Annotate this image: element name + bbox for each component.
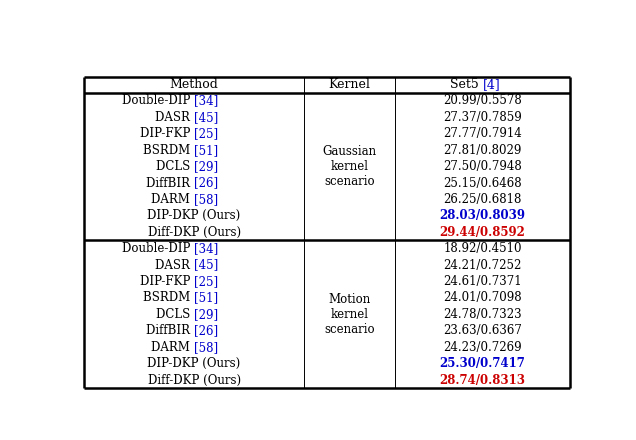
Text: [58]: [58] bbox=[194, 341, 218, 354]
Text: 28.74/0.8313: 28.74/0.8313 bbox=[439, 374, 525, 386]
Text: Diff-DKP (Ours): Diff-DKP (Ours) bbox=[148, 226, 240, 239]
Text: BSRDM: BSRDM bbox=[143, 291, 194, 304]
Text: [34]: [34] bbox=[194, 242, 218, 255]
Text: 25.15/0.6468: 25.15/0.6468 bbox=[443, 176, 522, 190]
Text: 27.77/0.7914: 27.77/0.7914 bbox=[443, 127, 522, 140]
Text: [29]: [29] bbox=[194, 308, 218, 321]
Text: [4]: [4] bbox=[483, 78, 500, 91]
Text: 28.03/0.8039: 28.03/0.8039 bbox=[439, 209, 525, 222]
Text: 27.81/0.8029: 27.81/0.8029 bbox=[443, 144, 522, 157]
Text: Set5: Set5 bbox=[450, 78, 483, 91]
Text: [25]: [25] bbox=[194, 127, 218, 140]
Text: 24.61/0.7371: 24.61/0.7371 bbox=[443, 275, 522, 288]
Text: BSRDM: BSRDM bbox=[143, 144, 194, 157]
Text: 26.25/0.6818: 26.25/0.6818 bbox=[443, 193, 522, 206]
Text: Gaussian
kernel
scenario: Gaussian kernel scenario bbox=[322, 145, 377, 188]
Text: [45]: [45] bbox=[194, 111, 218, 124]
Text: DiffBIR: DiffBIR bbox=[146, 324, 194, 337]
Text: 25.30/0.7417: 25.30/0.7417 bbox=[439, 357, 525, 370]
Text: Kernel: Kernel bbox=[328, 78, 370, 91]
Text: Double-DIP: Double-DIP bbox=[122, 242, 194, 255]
Text: [58]: [58] bbox=[194, 193, 218, 206]
Text: DCLS: DCLS bbox=[156, 308, 194, 321]
Text: [45]: [45] bbox=[194, 259, 218, 271]
Text: DIP-FKP: DIP-FKP bbox=[140, 127, 194, 140]
Text: 18.92/0.4510: 18.92/0.4510 bbox=[443, 242, 522, 255]
Text: 24.01/0.7098: 24.01/0.7098 bbox=[443, 291, 522, 304]
Text: DIP-FKP: DIP-FKP bbox=[140, 275, 194, 288]
Text: [26]: [26] bbox=[194, 176, 218, 190]
Text: 24.78/0.7323: 24.78/0.7323 bbox=[443, 308, 522, 321]
Text: [26]: [26] bbox=[194, 324, 218, 337]
Text: 29.44/0.8592: 29.44/0.8592 bbox=[439, 226, 525, 239]
Text: [34]: [34] bbox=[194, 95, 218, 107]
Text: Motion
kernel
scenario: Motion kernel scenario bbox=[324, 293, 375, 336]
Text: 24.23/0.7269: 24.23/0.7269 bbox=[443, 341, 522, 354]
Text: DASR: DASR bbox=[155, 111, 194, 124]
Text: 24.21/0.7252: 24.21/0.7252 bbox=[443, 259, 522, 271]
Text: Double-DIP: Double-DIP bbox=[122, 95, 194, 107]
Text: Method: Method bbox=[170, 78, 219, 91]
Text: DiffBIR: DiffBIR bbox=[146, 176, 194, 190]
Text: DASR: DASR bbox=[155, 259, 194, 271]
Text: DARM: DARM bbox=[151, 341, 194, 354]
Text: 27.50/0.7948: 27.50/0.7948 bbox=[443, 160, 522, 173]
Text: DARM: DARM bbox=[151, 193, 194, 206]
Text: 23.63/0.6367: 23.63/0.6367 bbox=[443, 324, 522, 337]
Text: DIP-DKP (Ours): DIP-DKP (Ours) bbox=[148, 209, 240, 222]
Text: 27.37/0.7859: 27.37/0.7859 bbox=[443, 111, 522, 124]
Text: [25]: [25] bbox=[194, 275, 218, 288]
Text: 20.99/0.5578: 20.99/0.5578 bbox=[443, 95, 522, 107]
Text: [51]: [51] bbox=[194, 291, 218, 304]
Text: [51]: [51] bbox=[194, 144, 218, 157]
Text: DCLS: DCLS bbox=[156, 160, 194, 173]
Text: Diff-DKP (Ours): Diff-DKP (Ours) bbox=[148, 374, 240, 386]
Text: DIP-DKP (Ours): DIP-DKP (Ours) bbox=[148, 357, 240, 370]
Text: [29]: [29] bbox=[194, 160, 218, 173]
